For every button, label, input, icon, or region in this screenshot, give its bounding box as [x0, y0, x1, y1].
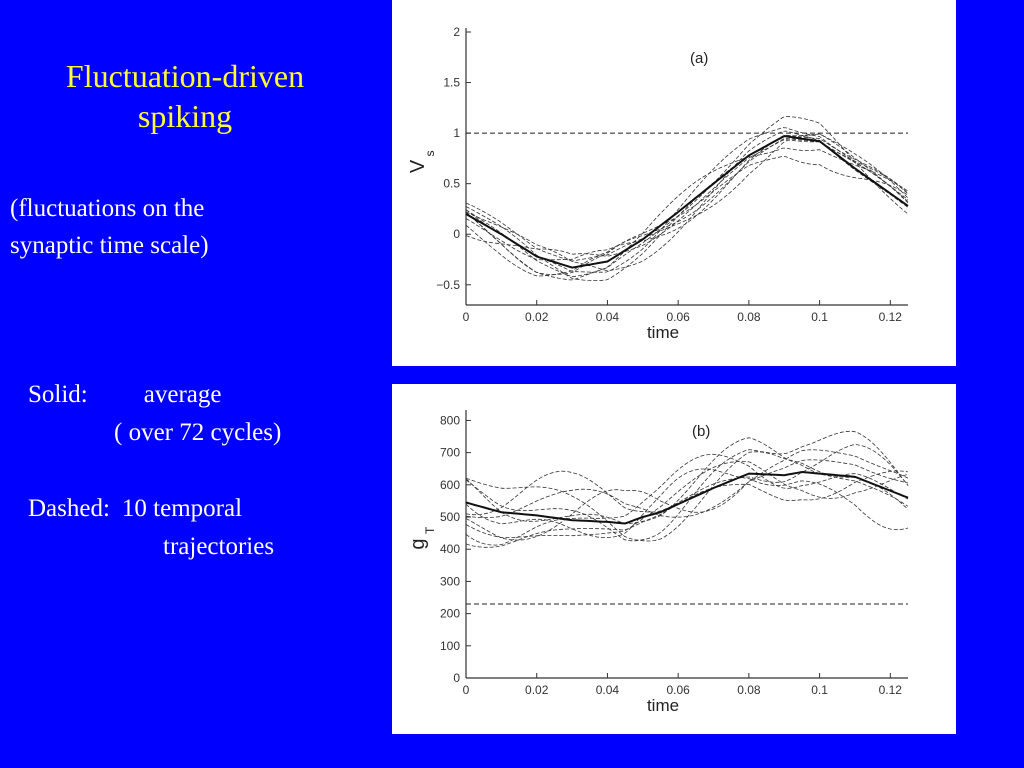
x-tick-label: 0.1	[811, 310, 828, 324]
y-tick-label: 0	[453, 227, 460, 241]
dashed-trajectory	[465, 130, 909, 271]
dashed-description-2: trajectories	[163, 533, 275, 560]
x-tick-label: 0	[463, 683, 470, 697]
y-axis-label-main: g	[407, 538, 429, 549]
solid-legend-row: Solid: average	[28, 376, 388, 414]
y-tick-label: 1	[453, 126, 460, 140]
dashed-trajectory	[465, 444, 909, 516]
x-tick-label: 0.02	[525, 683, 549, 697]
y-tick-label: 800	[440, 413, 460, 427]
y-tick-label: 100	[440, 639, 460, 653]
dashed-trajectory	[465, 133, 909, 262]
slide-subtitle: (fluctuations on the synaptic time scale…	[10, 190, 370, 264]
x-axis-label: time	[647, 323, 679, 342]
legend-description: Solid: average ( over 72 cycles) Dashed: 1…	[28, 376, 388, 566]
dashed-trajectory	[465, 468, 909, 538]
y-tick-label: 300	[440, 574, 460, 588]
slide-title-line-1: Fluctuation-driven	[65, 58, 305, 94]
x-tick-label: 0.04	[596, 683, 620, 697]
chart-a-svg: 0 0.02 0.04 0.06 0.08 0.1 0.12 −0.5 0 0.5 1 1.5 2 tim…	[407, 25, 909, 342]
solid-description-2: ( over 72 cycles)	[114, 419, 282, 446]
legend-spacer	[28, 452, 388, 490]
y-tick-label: 2	[453, 25, 460, 39]
solid-description: average	[143, 381, 222, 408]
chart-panel-a: 0 0.02 0.04 0.06 0.08 0.1 0.12 −0.5 0 0.5 1 1.5 2 tim…	[392, 0, 956, 366]
dashed-trajectory	[465, 147, 909, 278]
dashed-legend-row: Dashed: 10 temporal	[28, 490, 388, 528]
dashed-trajectory	[465, 430, 909, 542]
slide-title-line-2: spiking	[137, 98, 233, 134]
x-tick-label: 0.06	[666, 310, 690, 324]
dashed-trajectory	[465, 133, 909, 282]
x-tick-label: 0.02	[525, 310, 549, 324]
y-tick-label: 600	[440, 478, 460, 492]
subtitle-line-1: (fluctuations on the	[10, 195, 205, 222]
average-line	[465, 135, 909, 269]
x-tick-label: 0.08	[737, 683, 761, 697]
x-tick-label: 0.12	[879, 683, 903, 697]
dashed-trajectory	[465, 116, 909, 281]
y-tick-label: 0	[453, 671, 460, 685]
chart-b-svg: 0 0.02 0.04 0.06 0.08 0.1 0.12 0 100 200 300 400 500…	[407, 410, 909, 715]
y-axis-label-sub: s	[423, 151, 437, 157]
x-tick-label: 0.04	[596, 310, 620, 324]
x-axis-label: time	[647, 696, 679, 715]
x-tick-label: 0	[463, 310, 470, 324]
dashed-trajectory	[465, 453, 909, 546]
y-tick-label: 700	[440, 446, 460, 460]
x-tick-label: 0.06	[666, 683, 690, 697]
dashed-label: Dashed:	[28, 495, 110, 522]
y-tick-label: 400	[440, 542, 460, 556]
dashed-trajectory	[465, 470, 909, 548]
y-axis-label-main: V	[407, 159, 429, 173]
dashed-trajectory	[465, 451, 909, 542]
dashed-trajectory	[465, 127, 909, 273]
y-axis-label-sub: T	[423, 526, 437, 534]
y-tick-label: −0.5	[436, 278, 460, 292]
panel-label-b: (b)	[692, 423, 710, 440]
y-tick-label: 0.5	[443, 177, 460, 191]
dashed-description: 10 temporal	[121, 495, 243, 522]
x-tick-label: 0.08	[737, 310, 761, 324]
slide-title: Fluctuation-driven spiking	[20, 56, 350, 136]
dashed-trajectory	[465, 459, 909, 519]
dashed-trajectory	[465, 139, 909, 257]
dashed-trajectory	[465, 134, 909, 261]
subtitle-line-2: synaptic time scale)	[10, 232, 209, 259]
dashed-trajectory	[465, 449, 909, 541]
average-line	[465, 470, 909, 525]
dashed-trajectory	[465, 437, 909, 525]
y-tick-label: 200	[440, 607, 460, 621]
chart-panel-b: 0 0.02 0.04 0.06 0.08 0.1 0.12 0 100 200 300 400 500…	[392, 384, 956, 734]
dashed-trajectory	[465, 155, 909, 275]
x-tick-label: 0.12	[879, 310, 903, 324]
y-axis-label: Vs	[407, 151, 437, 174]
panel-label-a: (a)	[690, 50, 708, 67]
solid-label: Solid:	[28, 381, 88, 408]
x-tick-label: 0.1	[811, 683, 828, 697]
y-axis-label: gT	[407, 526, 437, 550]
y-tick-label: 500	[440, 510, 460, 524]
y-tick-label: 1.5	[443, 76, 460, 90]
